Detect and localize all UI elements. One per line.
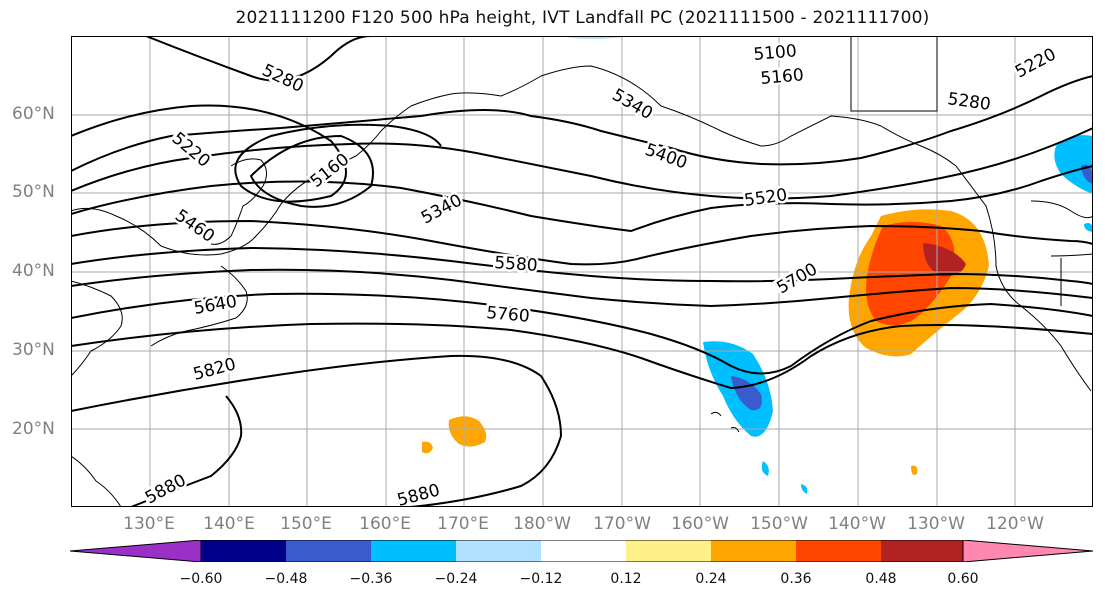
contour-label-5880: 5880 — [395, 480, 442, 507]
contour-label-5100: 5100 — [753, 41, 798, 65]
lon-label-180w: 180°W — [513, 514, 571, 534]
colorbar-bin-5 — [541, 540, 626, 562]
contour-label-5220: 5220 — [1012, 44, 1060, 82]
lat-label-50n: 50°N — [12, 182, 55, 202]
colorbar-tick-label: −0.24 — [434, 571, 478, 587]
colorbar-bin-9 — [881, 540, 963, 562]
colorbar-tick-label: 0.60 — [947, 571, 979, 587]
contour-label-5460: 5460 — [171, 206, 218, 247]
lat-label-20n: 20°N — [12, 419, 55, 439]
lon-label-160w: 160°W — [671, 514, 729, 534]
lat-label-30n: 30°N — [12, 340, 55, 360]
lon-label-170w: 170°W — [593, 514, 651, 534]
lon-label-150e: 150°E — [280, 514, 332, 534]
colorbar-bin-1 — [201, 540, 286, 562]
contour-label-5820: 5820 — [191, 354, 238, 385]
lon-label-130w: 130°W — [907, 514, 965, 534]
colorbar-extend-high — [962, 540, 1094, 562]
lat-label-60n: 60°N — [12, 104, 55, 124]
colorbar-bin-8 — [796, 540, 881, 562]
colorbar — [70, 540, 1094, 562]
colorbar-bin-3 — [371, 540, 456, 562]
lon-label-130e: 130°E — [123, 514, 175, 534]
contour-label-5640: 5640 — [192, 292, 238, 319]
contour-label-5520: 5520 — [743, 185, 789, 211]
contour-label-5880: 5880 — [142, 470, 190, 507]
contour-label-5580: 5580 — [494, 253, 539, 276]
colorbar-bin-7 — [711, 540, 796, 562]
height-contours — [71, 36, 1093, 507]
graticule — [71, 36, 1093, 507]
lon-label-140e: 140°E — [203, 514, 255, 534]
map-title: 2021111200 F120 500 hPa height, IVT Land… — [235, 8, 930, 28]
colorbar-tick-label: 0.12 — [610, 571, 642, 587]
lon-label-170e: 170°E — [437, 514, 489, 534]
colorbar-bin-6 — [626, 540, 711, 562]
contour-label-5400: 5400 — [642, 140, 689, 174]
colorbar-bin-4 — [456, 540, 541, 562]
colorbar-tick-label: 0.48 — [865, 571, 897, 587]
lon-label-160e: 160°E — [359, 514, 411, 534]
colorbar-tick-label: −0.36 — [349, 571, 393, 587]
colorbar-tick-label: −0.12 — [519, 571, 563, 587]
lon-label-140w: 140°W — [828, 514, 886, 534]
map-frame — [71, 36, 1093, 507]
contour-label-5340: 5340 — [609, 85, 656, 124]
colorbar-tick-label: −0.48 — [264, 571, 308, 587]
contour-label-5280: 5280 — [259, 60, 307, 96]
ivt-shading-small-north-pacific — [422, 416, 918, 475]
ivt-shading-positive-east — [848, 209, 989, 357]
lon-label-120w: 120°W — [986, 514, 1044, 534]
colorbar-bin-2 — [286, 540, 371, 562]
contour-label-5280: 5280 — [946, 89, 992, 115]
lat-label-40n: 40°N — [12, 261, 55, 281]
colorbar-tick-label: −0.60 — [179, 571, 223, 587]
ivt-shading-negative-hawaii — [703, 341, 808, 494]
colorbar-tick-label: 0.24 — [695, 571, 727, 587]
colorbar-extend-low — [70, 540, 202, 562]
map-panel: 5100 5160 5160 5220 5220 5280 5280 5340 … — [71, 36, 1093, 507]
coastlines — [71, 36, 1093, 507]
contour-label-5160: 5160 — [760, 65, 805, 89]
contour-label-5700: 5700 — [774, 259, 821, 298]
contour-label-5160: 5160 — [307, 150, 353, 192]
contour-label-5760: 5760 — [486, 303, 531, 327]
lon-label-150w: 150°W — [750, 514, 808, 534]
colorbar-tick-label: 0.36 — [780, 571, 812, 587]
